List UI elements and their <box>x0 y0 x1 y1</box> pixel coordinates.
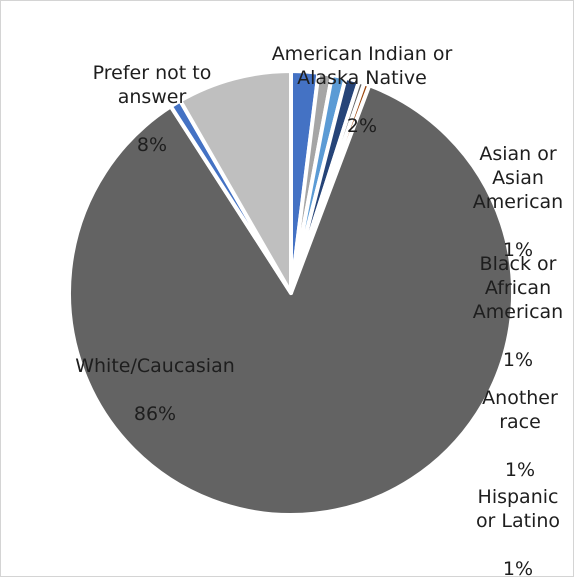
label-asian-name: Asian or Asian American <box>472 143 564 213</box>
label-white: White/Caucasian 86% <box>40 330 270 426</box>
label-white-value: 86% <box>133 403 177 425</box>
label-black-value: 1% <box>502 349 534 371</box>
label-american-indian-name: American Indian or Alaska Native <box>271 43 453 89</box>
label-american-indian: American Indian or Alaska Native 2% <box>262 18 462 138</box>
label-prefer-not: Prefer not to answer 8% <box>72 37 232 157</box>
pie-slice-8 <box>178 69 293 295</box>
label-asian: Asian or Asian American 1% <box>466 118 570 262</box>
label-prefer-not-name: Prefer not to answer <box>92 62 212 108</box>
label-american-indian-value: 2% <box>346 115 378 137</box>
label-black: Black or African American 1% <box>466 228 570 372</box>
label-hispanic-value: 1% <box>502 558 534 580</box>
label-hispanic: Hispanic or Latino 1% <box>466 461 570 581</box>
label-prefer-not-value: 8% <box>136 134 168 156</box>
label-black-name: Black or African American <box>472 253 564 323</box>
label-asian-value: 1% <box>502 239 534 261</box>
label-hispanic-name: Hispanic or Latino <box>475 486 561 532</box>
pie-slice-6 <box>67 83 515 517</box>
label-another-race: Another race 1% <box>474 362 566 482</box>
label-another-race-name: Another race <box>482 387 558 433</box>
label-another-race-value: 1% <box>504 459 536 481</box>
label-white-name: White/Caucasian <box>75 355 235 377</box>
